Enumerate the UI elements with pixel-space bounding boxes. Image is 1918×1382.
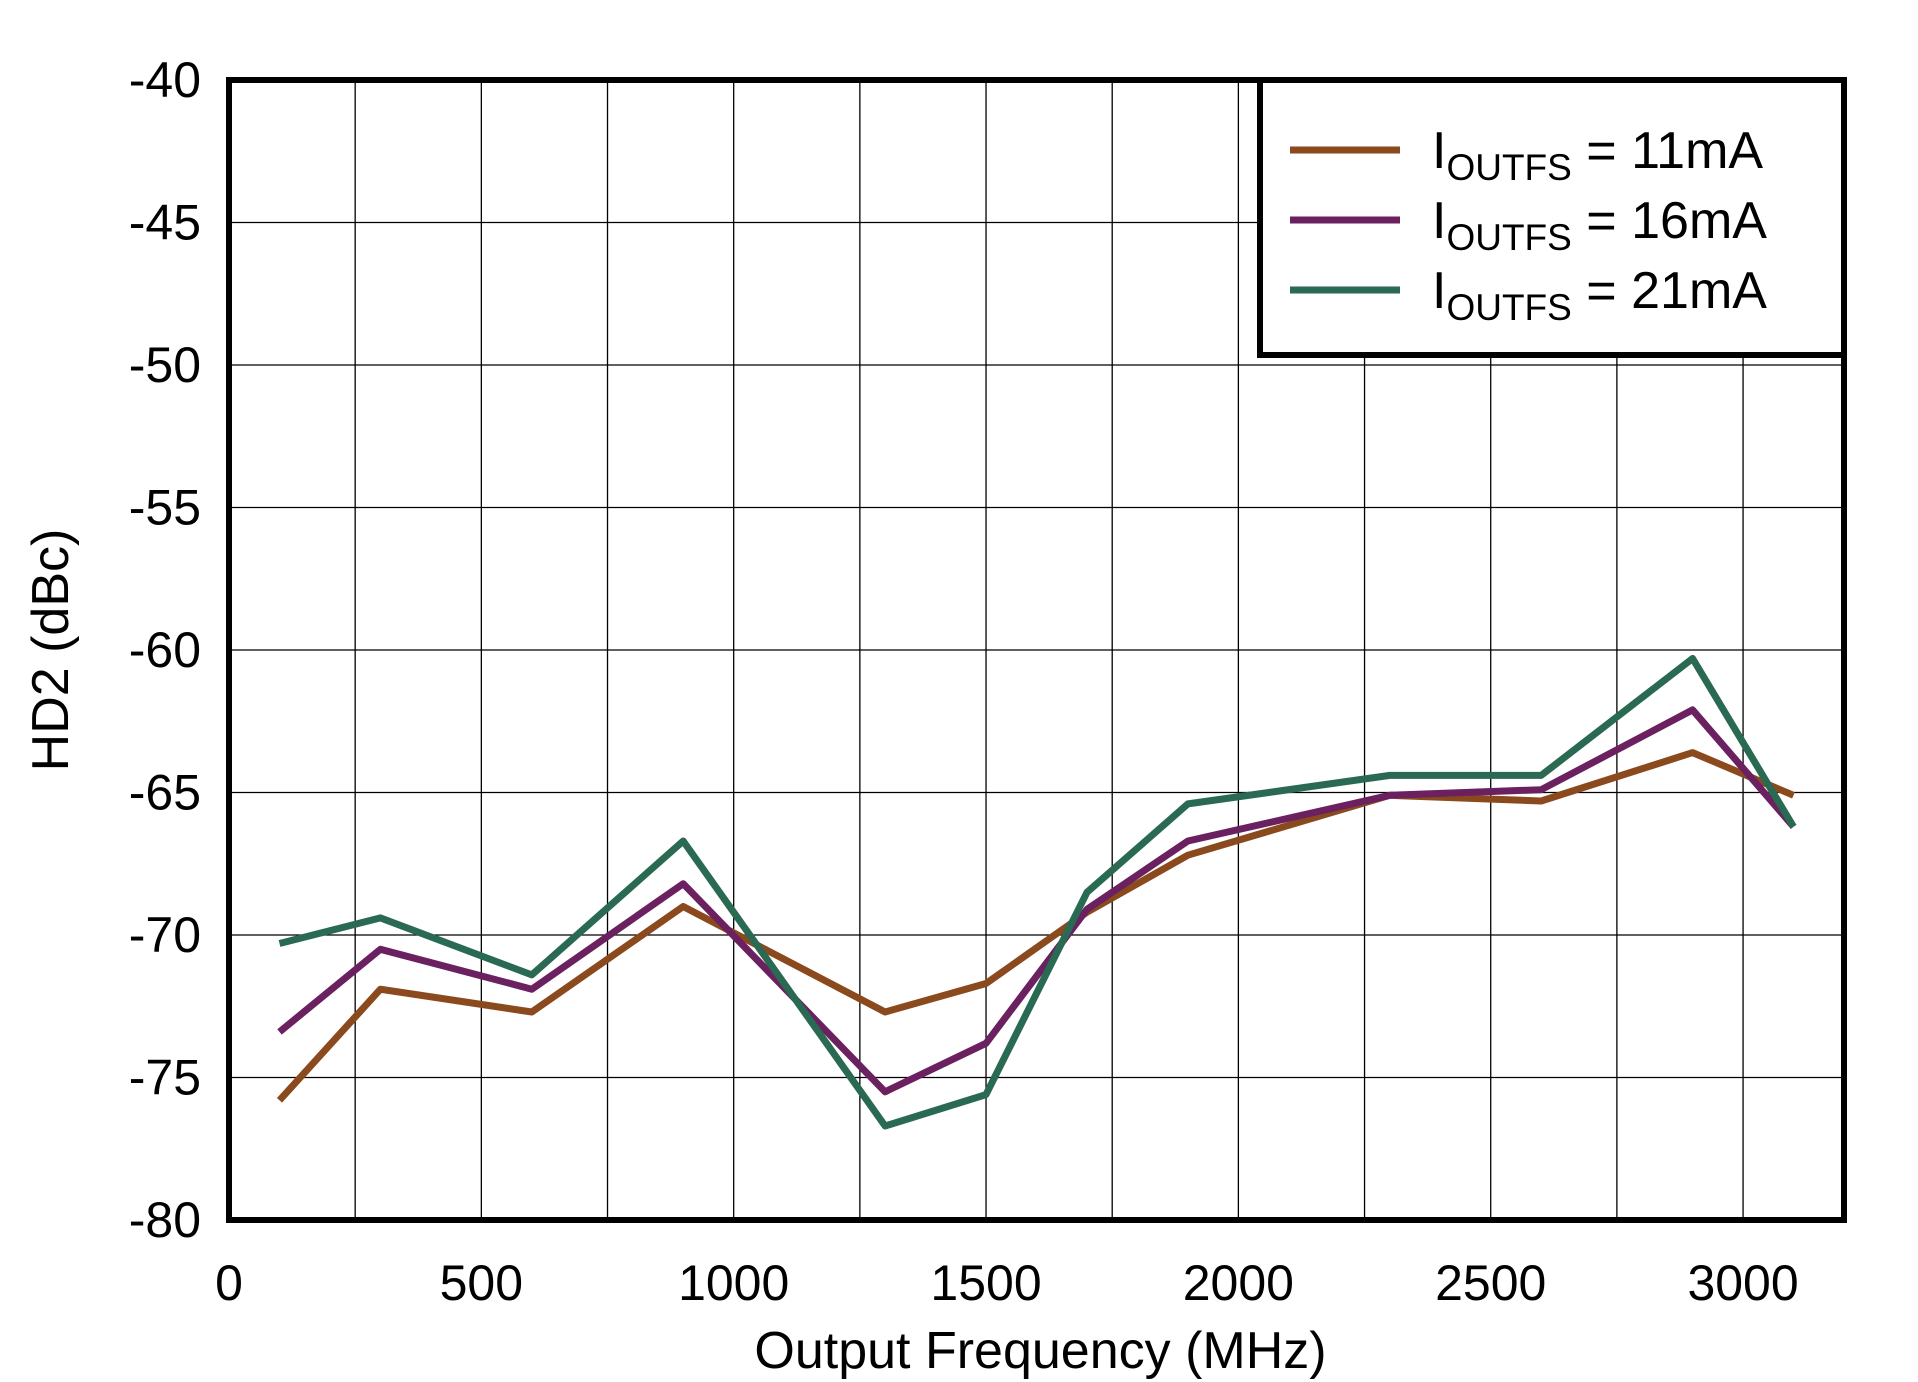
y-tick-label: -75 [129,1050,201,1106]
y-tick-label: -65 [129,765,201,821]
series-lines [276,655,1797,1130]
series-line-1 [276,749,1795,1103]
y-tick-label: -70 [129,907,201,963]
legend-label-3: IOUTFS = 21mA [1432,262,1767,328]
y-tick-label: -50 [129,337,201,393]
x-tick-label: 500 [440,1255,523,1311]
x-tick-label: 2500 [1435,1255,1546,1311]
y-tick-label: -80 [129,1192,201,1248]
x-tick-label: 2000 [1183,1255,1294,1311]
x-tick-label: 1000 [678,1255,789,1311]
y-tick-label: -55 [129,480,201,536]
x-tick-labels: 0 500 1000 1500 2000 2500 3000 [215,1255,1799,1311]
legend-label-2: IOUTFS = 16mA [1432,192,1767,258]
series-line-2 [277,706,1797,1096]
y-axis-title: HD2 (dBc) [22,529,80,772]
x-axis-title: Output Frequency (MHz) [754,1322,1326,1380]
series-line-3 [278,655,1797,1130]
y-tick-label: -40 [129,52,201,108]
y-tick-label: -45 [129,195,201,251]
x-tick-label: 0 [215,1255,243,1311]
x-tick-label: 3000 [1687,1255,1798,1311]
y-tick-labels: -40 -45 -50 -55 -60 -65 -70 -75 -80 [129,52,201,1248]
x-tick-label: 1500 [930,1255,1041,1311]
legend-label-1: IOUTFS = 11mA [1432,122,1763,188]
y-tick-label: -60 [129,622,201,678]
plot-frame [226,77,1847,1223]
